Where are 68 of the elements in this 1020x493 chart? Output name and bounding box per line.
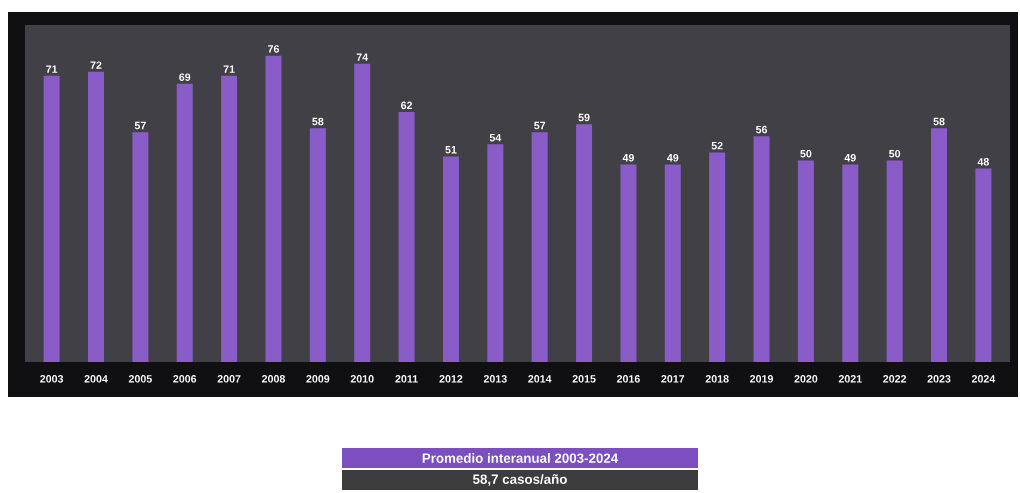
bar <box>487 144 504 362</box>
data-label: 48 <box>977 158 989 166</box>
x-tick-label: 2005 <box>128 375 152 383</box>
x-tick-label: 2018 <box>705 375 729 383</box>
bar <box>43 75 60 362</box>
x-tick-label: 2006 <box>173 375 197 383</box>
data-label: 52 <box>711 141 723 150</box>
data-label: 62 <box>401 101 413 110</box>
data-label: 54 <box>489 133 502 142</box>
x-tick-label: 2014 <box>528 375 552 383</box>
x-tick-label: 2017 <box>661 375 685 383</box>
bar <box>442 156 459 362</box>
data-label: 50 <box>800 149 812 158</box>
bar <box>87 71 104 362</box>
bar <box>797 160 814 362</box>
bar <box>975 168 992 362</box>
x-tick-label: 2004 <box>84 375 108 383</box>
x-tick-label: 2023 <box>927 375 951 383</box>
x-tick-label: 2007 <box>217 375 241 383</box>
bar <box>309 128 326 362</box>
bar <box>842 164 859 362</box>
x-tick-label: 2021 <box>838 375 862 383</box>
bar <box>132 132 149 362</box>
data-label: 49 <box>622 154 634 162</box>
x-tick-label: 2012 <box>439 375 463 383</box>
bar <box>354 63 371 362</box>
x-tick-label: 2008 <box>261 375 286 383</box>
data-label: 74 <box>356 53 369 61</box>
data-label: 71 <box>46 65 58 73</box>
x-tick-label: 2019 <box>750 375 774 383</box>
x-tick-label: 2003 <box>40 375 64 383</box>
x-tick-label: 2013 <box>483 375 507 383</box>
text: 58,7 casos/año <box>472 474 567 486</box>
x-tick-label: 2020 <box>794 375 818 383</box>
bar <box>221 75 238 362</box>
x-tick-label: 2024 <box>971 375 996 383</box>
bar <box>886 160 903 362</box>
text: Promedio interanual 2003-2024 <box>422 453 619 463</box>
data-label: 76 <box>268 45 280 53</box>
x-tick-label: 2015 <box>572 375 596 383</box>
bar <box>176 83 193 362</box>
bar <box>576 124 593 362</box>
x-tick-label: 2022 <box>883 375 907 383</box>
bar <box>620 164 637 362</box>
x-tick-label: 2010 <box>350 375 374 383</box>
x-tick-label: 2016 <box>616 375 640 383</box>
data-label: 58 <box>312 117 324 126</box>
data-label: 59 <box>578 113 590 122</box>
bar <box>531 132 548 362</box>
data-label: 57 <box>134 121 146 130</box>
data-label: 72 <box>90 61 102 69</box>
data-label: 69 <box>179 73 191 81</box>
data-label: 50 <box>889 149 901 158</box>
bar <box>709 152 726 362</box>
bar <box>398 112 415 362</box>
data-label: 49 <box>844 154 856 162</box>
data-label: 56 <box>755 125 768 134</box>
data-label: 58 <box>933 117 945 126</box>
data-label: 51 <box>445 146 457 154</box>
data-label: 71 <box>223 65 235 73</box>
bar <box>664 164 681 362</box>
bar <box>753 136 770 362</box>
bar <box>931 128 948 362</box>
bar <box>265 55 282 362</box>
x-tick-label: 2011 <box>395 375 418 383</box>
x-tick-label: 2009 <box>306 375 330 383</box>
data-label: 49 <box>667 154 679 162</box>
data-label: 57 <box>534 121 546 130</box>
